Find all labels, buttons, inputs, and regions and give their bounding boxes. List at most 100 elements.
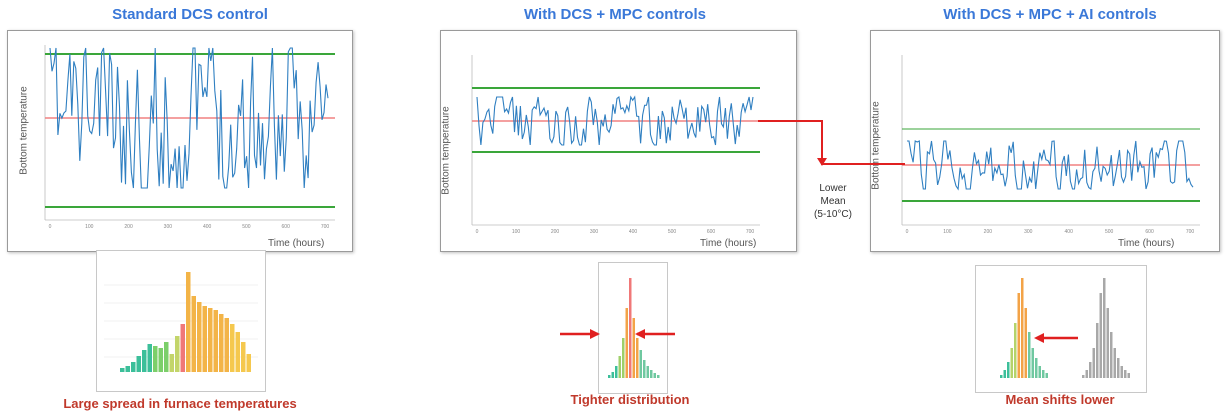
panel-2-title: With DCS + MPC controls [524,6,706,23]
panel-2-temperature-series [476,95,754,146]
panel-2-histogram-bar [650,370,653,378]
panel-1-histogram-bar [180,324,185,372]
panel-2-caption: Tighter distribution [570,392,690,407]
panel-3-histogram-bar-new [1031,348,1034,378]
panel-3-histogram-bar-new [1028,332,1031,378]
panel-1-histogram-bar [169,354,174,372]
panel-2-x-tick-label: 200 [551,229,560,235]
panel-1-histogram-bar [147,344,152,372]
panel-2-histogram-bar [629,278,632,378]
panel-2-histogram-bar [611,372,614,378]
panel-3-x-tick-label: 200 [984,229,993,235]
panel-3-histogram-bar-new [1003,370,1006,378]
panel-3-x-tick-label: 400 [1065,229,1074,235]
panel-2-x-tick-label: 400 [629,229,638,235]
panel-1-x-tick-label: 600 [282,224,291,230]
panel-1-histogram-bar [213,310,218,372]
panel-3-histogram-bar-new [1010,348,1013,378]
panel-1-caption: Large spread in furnace temperatures [63,396,297,411]
panel-3-histogram-bar-new [1045,373,1048,378]
panel-3-caption: Mean shifts lower [1005,392,1115,407]
panel-3-chart-frame [870,30,1220,252]
panel-1-histogram-bar [230,324,235,372]
panel-2-x-tick-label: 700 [746,229,755,235]
panel-3-x-tick-label: 0 [906,229,909,235]
panel-1-histogram-bar [153,346,158,372]
panel-1-histogram-bar [136,356,141,372]
panel-1-histogram-bar [241,342,246,372]
panel-1-histogram-bar [235,332,240,372]
panel-3-x-tick-label: 100 [943,229,952,235]
panel-3-x-tick-label: 700 [1186,229,1195,235]
panel-1-x-tick-label: 700 [321,224,330,230]
panel-2-histogram-bar [643,360,646,378]
panel-1-histogram-bar [158,348,163,372]
panel-2-x-axis-label: Time (hours) [700,238,757,249]
panel-2-x-tick-label: 600 [707,229,716,235]
panel-2-histogram-bar [639,350,642,378]
panel-3-histogram-bar-new [1042,370,1045,378]
panel-2-chart-frame [440,30,797,252]
panel-3-x-tick-label: 300 [1024,229,1033,235]
panel-2-x-tick-label: 500 [668,229,677,235]
panel-1-chart-frame [7,30,353,252]
panel-2-left-arrow-head [590,329,600,339]
panel-2-x-tick-label: 0 [476,229,479,235]
panel-3-x-tick-label: 600 [1145,229,1154,235]
panel-3-histogram-bar-original [1096,323,1099,378]
annotation-line-3: (5-10°C) [814,209,852,220]
panel-3-histogram-bar-original [1113,348,1116,378]
lower-mean-arrow-head [817,158,827,166]
panel-2-histogram-bar [632,318,635,378]
panel-1-temperature-series [49,47,329,189]
panel-3-histogram-bar-original [1120,366,1123,378]
panel-1-histogram-bar [125,366,130,372]
panel-3-histogram-bar-new [1035,358,1038,378]
panel-3-histogram-bar-original [1089,362,1092,378]
panel-2-histogram-bar [636,338,639,378]
panel-1-histogram-bar [191,296,196,372]
panel-1-x-tick-label: 100 [85,224,94,230]
panel-3-title: With DCS + MPC + AI controls [943,6,1157,23]
panel-3-histogram-bar-original [1082,375,1085,378]
lower-mean-arrow-line [758,120,905,165]
panel-3-histogram-bar-original [1099,293,1102,378]
panel-1-histogram-bar [164,342,169,372]
panel-1-histogram-bar [202,306,207,372]
panel-1-x-axis-label: Time (hours) [268,238,325,249]
panel-3-histogram-bar-original [1106,308,1109,378]
panel-2-right-arrow-head [635,329,645,339]
panel-2-histogram-bar [618,356,621,378]
panel-1-histogram-bar [142,350,147,372]
panel-3-histogram-bar-original [1124,370,1127,378]
panel-3-x-tick-label: 500 [1105,229,1114,235]
panel-2-histogram-bar [615,366,618,378]
annotation-line-1: Lower [819,183,847,194]
panel-3-histogram-bar-original [1127,373,1130,378]
panel-3-histogram-bar-new [1024,308,1027,378]
panel-2-histogram-bar [653,373,656,378]
panel-3-histogram-bar-original [1085,370,1088,378]
panel-1-histogram-bar [120,368,125,372]
panel-2-x-tick-label: 300 [590,229,599,235]
panel-3-temperature-series [907,140,1194,191]
panel-3-histogram-bar-new [1014,323,1017,378]
panel-1-histogram-bar [197,302,202,372]
lower-mean-annotation: Lower Mean (5-10°C) [793,182,873,221]
panel-1-x-tick-label: 400 [203,224,212,230]
panel-1-histogram-bar [208,308,213,372]
panel-3-shift-arrow-head [1034,333,1044,343]
panel-1-histogram-bar [246,354,251,372]
panel-1-x-tick-label: 0 [49,224,52,230]
panel-1-histogram-bar [131,362,136,372]
panel-3-histogram-bar-original [1117,358,1120,378]
panel-1-x-tick-label: 300 [164,224,173,230]
panel-2-histogram-bar [608,375,611,378]
panel-3-histogram-bar-new [1007,362,1010,378]
panel-3-x-axis-label: Time (hours) [1118,238,1175,249]
panel-2-histogram-bar [622,338,625,378]
panel-1-histogram-bar [224,318,229,372]
panel-2-histogram-bar [625,308,628,378]
panel-3-histogram-bar-new [1038,366,1041,378]
